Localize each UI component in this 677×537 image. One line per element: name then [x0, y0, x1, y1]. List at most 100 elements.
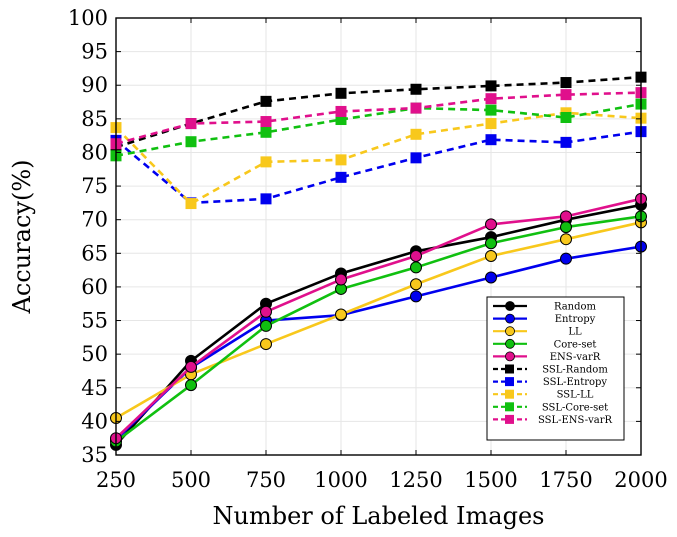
data-point-ssl-entropy [485, 134, 497, 146]
legend-label: LL [568, 327, 582, 338]
data-point-ens-varr [560, 210, 572, 223]
legend-marker [505, 377, 514, 387]
y-tick-label: 75 [81, 174, 108, 198]
y-tick-label: 95 [81, 40, 108, 64]
y-tick-label: 55 [81, 309, 108, 333]
data-point-ssl-ll [260, 156, 272, 168]
x-axis-ticks: 250 500 750 1000 1250 1500 1750 2000 [96, 18, 668, 492]
series-line-ll [115, 221, 642, 420]
data-point-ssl-ens-varr [485, 93, 497, 105]
plot-frame [115, 17, 642, 456]
data-point-core-set [260, 319, 272, 332]
data-point-ssl-entropy [260, 193, 272, 205]
data-point-ssl-core-set [185, 136, 197, 148]
data-point-ssl-core-set [560, 112, 572, 124]
data-point-ssl-ens-varr [560, 89, 572, 101]
data-point-ssl-core-set [335, 114, 347, 126]
legend-marker [505, 364, 514, 374]
legend-label: Random [554, 302, 597, 313]
data-point-ssl-entropy [335, 171, 347, 183]
y-tick-label: 100 [68, 6, 108, 30]
y-tick-label: 45 [81, 376, 108, 400]
x-tick-label: 250 [96, 468, 136, 492]
series-line-ssl-ens-varr [115, 91, 642, 145]
data-point-ssl-core-set [485, 104, 497, 116]
legend-entry-core-set: Core-set [493, 338, 597, 350]
data-point-ens-varr [185, 360, 197, 373]
x-tick-label: 1500 [464, 468, 517, 492]
y-tick-label: 85 [81, 107, 108, 131]
legend-entry-ssl-random: SSL-Random [493, 364, 608, 376]
y-tick-label: 40 [81, 409, 108, 433]
x-tick-label: 1750 [539, 468, 592, 492]
series-line-core-set [115, 215, 642, 443]
legend-entry-ll: LL [493, 326, 582, 338]
data-point-ens-varr [485, 218, 497, 231]
data-point-ssl-core-set [260, 126, 272, 138]
data-point-ssl-ens-varr [260, 116, 272, 128]
y-tick-label: 50 [81, 342, 108, 366]
legend-label: Core-set [554, 339, 597, 350]
series-line-entropy [115, 245, 642, 441]
legend-label: SSL-Random [542, 365, 608, 376]
data-point-ssl-ens-varr [335, 105, 347, 117]
y-tick-label: 90 [81, 73, 108, 97]
legend-entry-random: Random [493, 301, 597, 313]
legend-label: SSL-Entropy [543, 377, 608, 388]
legend-entry-ens-varr: ENS-varR [493, 351, 601, 363]
data-point-ssl-random [485, 80, 497, 92]
data-point-ssl-ll [335, 154, 347, 166]
data-point-ssl-random [560, 77, 572, 89]
x-tick-label: 2000 [614, 468, 667, 492]
data-point-ssl-ll [185, 198, 197, 210]
x-tick-label: 1000 [314, 468, 367, 492]
x-tick-label: 500 [171, 468, 211, 492]
data-point-entropy [485, 271, 497, 284]
y-tick-label: 60 [81, 275, 108, 299]
data-point-entropy [560, 252, 572, 265]
data-point-ssl-random [335, 87, 347, 99]
legend-marker [505, 313, 515, 324]
legend-entry-ssl-ens-varr: SSL-ENS-varR [493, 414, 613, 426]
y-tick-label: 65 [81, 241, 108, 265]
data-point-ssl-ll [410, 128, 422, 140]
data-point-ens-varr [335, 273, 347, 286]
series-line-ssl-core-set [115, 102, 642, 158]
legend-marker [505, 338, 515, 349]
data-point-ssl-ens-varr [410, 102, 422, 114]
data-point-ll [485, 249, 497, 262]
series-line-ssl-random [115, 75, 642, 149]
legend-entry-ssl-entropy: SSL-Entropy [493, 377, 607, 388]
legend-marker [505, 326, 515, 337]
x-tick-label: 750 [246, 468, 286, 492]
series-line-ssl-entropy [115, 130, 642, 205]
legend-entry-entropy: Entropy [493, 313, 596, 325]
y-axis-ticks: 35 40 45 50 55 60 65 70 75 80 85 90 95 100 [68, 6, 641, 467]
data-point-core-set [410, 261, 422, 274]
series-line-ssl-ll [115, 111, 642, 205]
data-point-ssl-entropy [410, 152, 422, 164]
legend-marker [505, 414, 514, 424]
series-line-random [115, 203, 642, 446]
legend-marker [505, 351, 515, 362]
data-point-ssl-ll [485, 118, 497, 130]
legend-label: ENS-varR [550, 352, 601, 363]
data-point-ll [560, 233, 572, 246]
legend-label: SSL-LL [557, 390, 594, 401]
x-tick-label: 1250 [389, 468, 442, 492]
data-point-ll [335, 308, 347, 321]
y-tick-label: 80 [81, 140, 108, 164]
data-point-ssl-entropy [560, 136, 572, 148]
data-point-ll [410, 278, 422, 291]
data-point-ens-varr [260, 305, 272, 318]
data-point-ssl-random [410, 83, 422, 95]
series-line-ens-varr [115, 197, 642, 440]
legend-entry-ssl-core-set: SSL-Core-set [493, 402, 608, 413]
y-tick-label: 35 [81, 443, 108, 467]
data-point-core-set [485, 237, 497, 250]
y-axis-title: Accuracy(%) [8, 160, 36, 315]
legend-label: Entropy [555, 314, 596, 325]
legend-label: SSL-ENS-varR [538, 415, 613, 426]
data-point-ssl-random [260, 95, 272, 107]
